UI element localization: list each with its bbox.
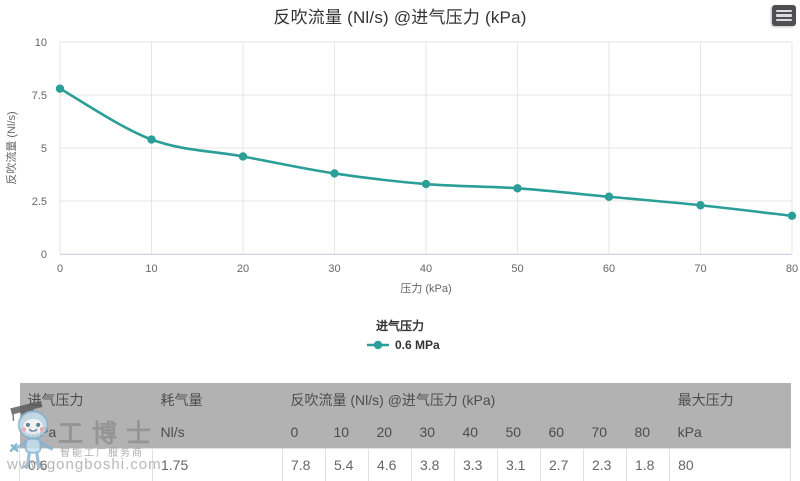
cell-flow-10: 5.4 (325, 447, 369, 481)
hamburger-icon (776, 18, 792, 22)
data-point[interactable] (147, 135, 156, 144)
x-tick-label: 0 (57, 263, 63, 275)
cell-flow-80: 1.8 (625, 447, 671, 481)
data-point[interactable] (421, 179, 431, 189)
legend-item-label: 0.6 MPa (395, 338, 440, 352)
header-max-pressure: 最大压力 (669, 383, 791, 417)
chart-container: 反吹流量 (Nl/s) @进气压力 (kPa) 0 10 20 30 40 50 60 70 8… (4, 5, 798, 352)
series-line (55, 84, 797, 221)
data-point[interactable] (513, 184, 522, 193)
col-50: 50 (497, 417, 541, 448)
chart-title: 反吹流量 (Nl/s) @进气压力 (kPa) (273, 8, 527, 27)
x-axis-title: 压力 (kPa) (400, 282, 451, 295)
col-60: 60 (540, 417, 584, 448)
x-tick-label: 50 (511, 263, 523, 275)
y-tick-label: 2.5 (32, 196, 47, 208)
axis-tick-labels: 0 10 20 30 40 50 60 70 80 0 2.5 5 7.5 10 (32, 37, 798, 275)
y-tick-label: 10 (35, 37, 47, 49)
y-tick-label: 7.5 (32, 90, 47, 102)
cell-flow-50: 3.1 (497, 447, 541, 481)
data-point[interactable] (55, 84, 65, 93)
cell-flow-0: 7.8 (282, 447, 326, 481)
unit-nls: Nl/s (152, 417, 283, 448)
col-0: 0 (282, 417, 326, 448)
cell-flow-40: 3.3 (454, 447, 498, 481)
col-10: 10 (325, 417, 369, 448)
cell-inlet-pressure: 0.6 (19, 447, 153, 481)
header-inlet-pressure: 进气压力 (19, 383, 153, 417)
x-tick-label: 40 (420, 263, 432, 275)
data-point[interactable] (330, 169, 339, 178)
y-axis-title: 反吹流量 (Nl/s) (4, 111, 18, 184)
cell-flow-30: 3.8 (411, 447, 455, 481)
legend-title: 进气压力 (376, 318, 424, 333)
data-point[interactable] (787, 211, 797, 221)
gridlines (59, 41, 793, 255)
header-air-consumption: 耗气量 (152, 383, 283, 417)
cell-flow-70: 2.3 (583, 447, 627, 481)
x-tick-label: 80 (786, 263, 798, 275)
data-point[interactable] (604, 192, 614, 201)
y-tick-label: 0 (41, 249, 47, 261)
x-tick-label: 70 (694, 263, 706, 275)
unit-mpa: MPa (19, 417, 153, 448)
table-header-row-2: MPa Nl/s 0 10 20 30 40 50 60 70 80 kPa (19, 417, 791, 448)
col-70: 70 (583, 417, 627, 448)
cell-flow-60: 2.7 (540, 447, 584, 481)
cell-air-consumption: 1.75 (152, 447, 283, 481)
legend-item[interactable]: 0.6 MPa (367, 338, 440, 352)
header-blowback-flow: 反吹流量 (Nl/s) @进气压力 (kPa) (282, 383, 670, 417)
cell-max-pressure: 80 (669, 447, 792, 481)
x-tick-label: 10 (145, 263, 157, 275)
table-header-row-1: 进气压力 耗气量 反吹流量 (Nl/s) @进气压力 (kPa) 最大压力 (19, 383, 791, 417)
hamburger-icon (776, 14, 792, 17)
hamburger-icon (776, 9, 792, 13)
col-20: 20 (368, 417, 412, 448)
spec-table: 进气压力 耗气量 反吹流量 (Nl/s) @进气压力 (kPa) 最大压力 MP… (19, 383, 792, 481)
x-tick-label: 20 (237, 263, 249, 275)
col-40: 40 (454, 417, 498, 448)
x-tick-label: 30 (328, 263, 340, 275)
plot-area: 0 10 20 30 40 50 60 70 80 0 2.5 5 7.5 10 压力 (kPa) 反吹流… (4, 37, 798, 352)
x-tick-label: 60 (603, 263, 615, 275)
col-30: 30 (411, 417, 455, 448)
legend-marker-dot-icon (373, 340, 383, 350)
data-point[interactable] (696, 201, 705, 210)
y-tick-label: 5 (41, 143, 47, 155)
data-point[interactable] (238, 152, 248, 161)
col-80: 80 (626, 417, 670, 448)
cell-flow-20: 4.6 (368, 447, 412, 481)
unit-kpa: kPa (669, 417, 791, 448)
table-data-row: 0.6 1.75 7.8 5.4 4.6 3.8 3.3 3.1 2.7 2.3… (19, 447, 792, 481)
chart-export-menu-button[interactable] (772, 5, 796, 26)
